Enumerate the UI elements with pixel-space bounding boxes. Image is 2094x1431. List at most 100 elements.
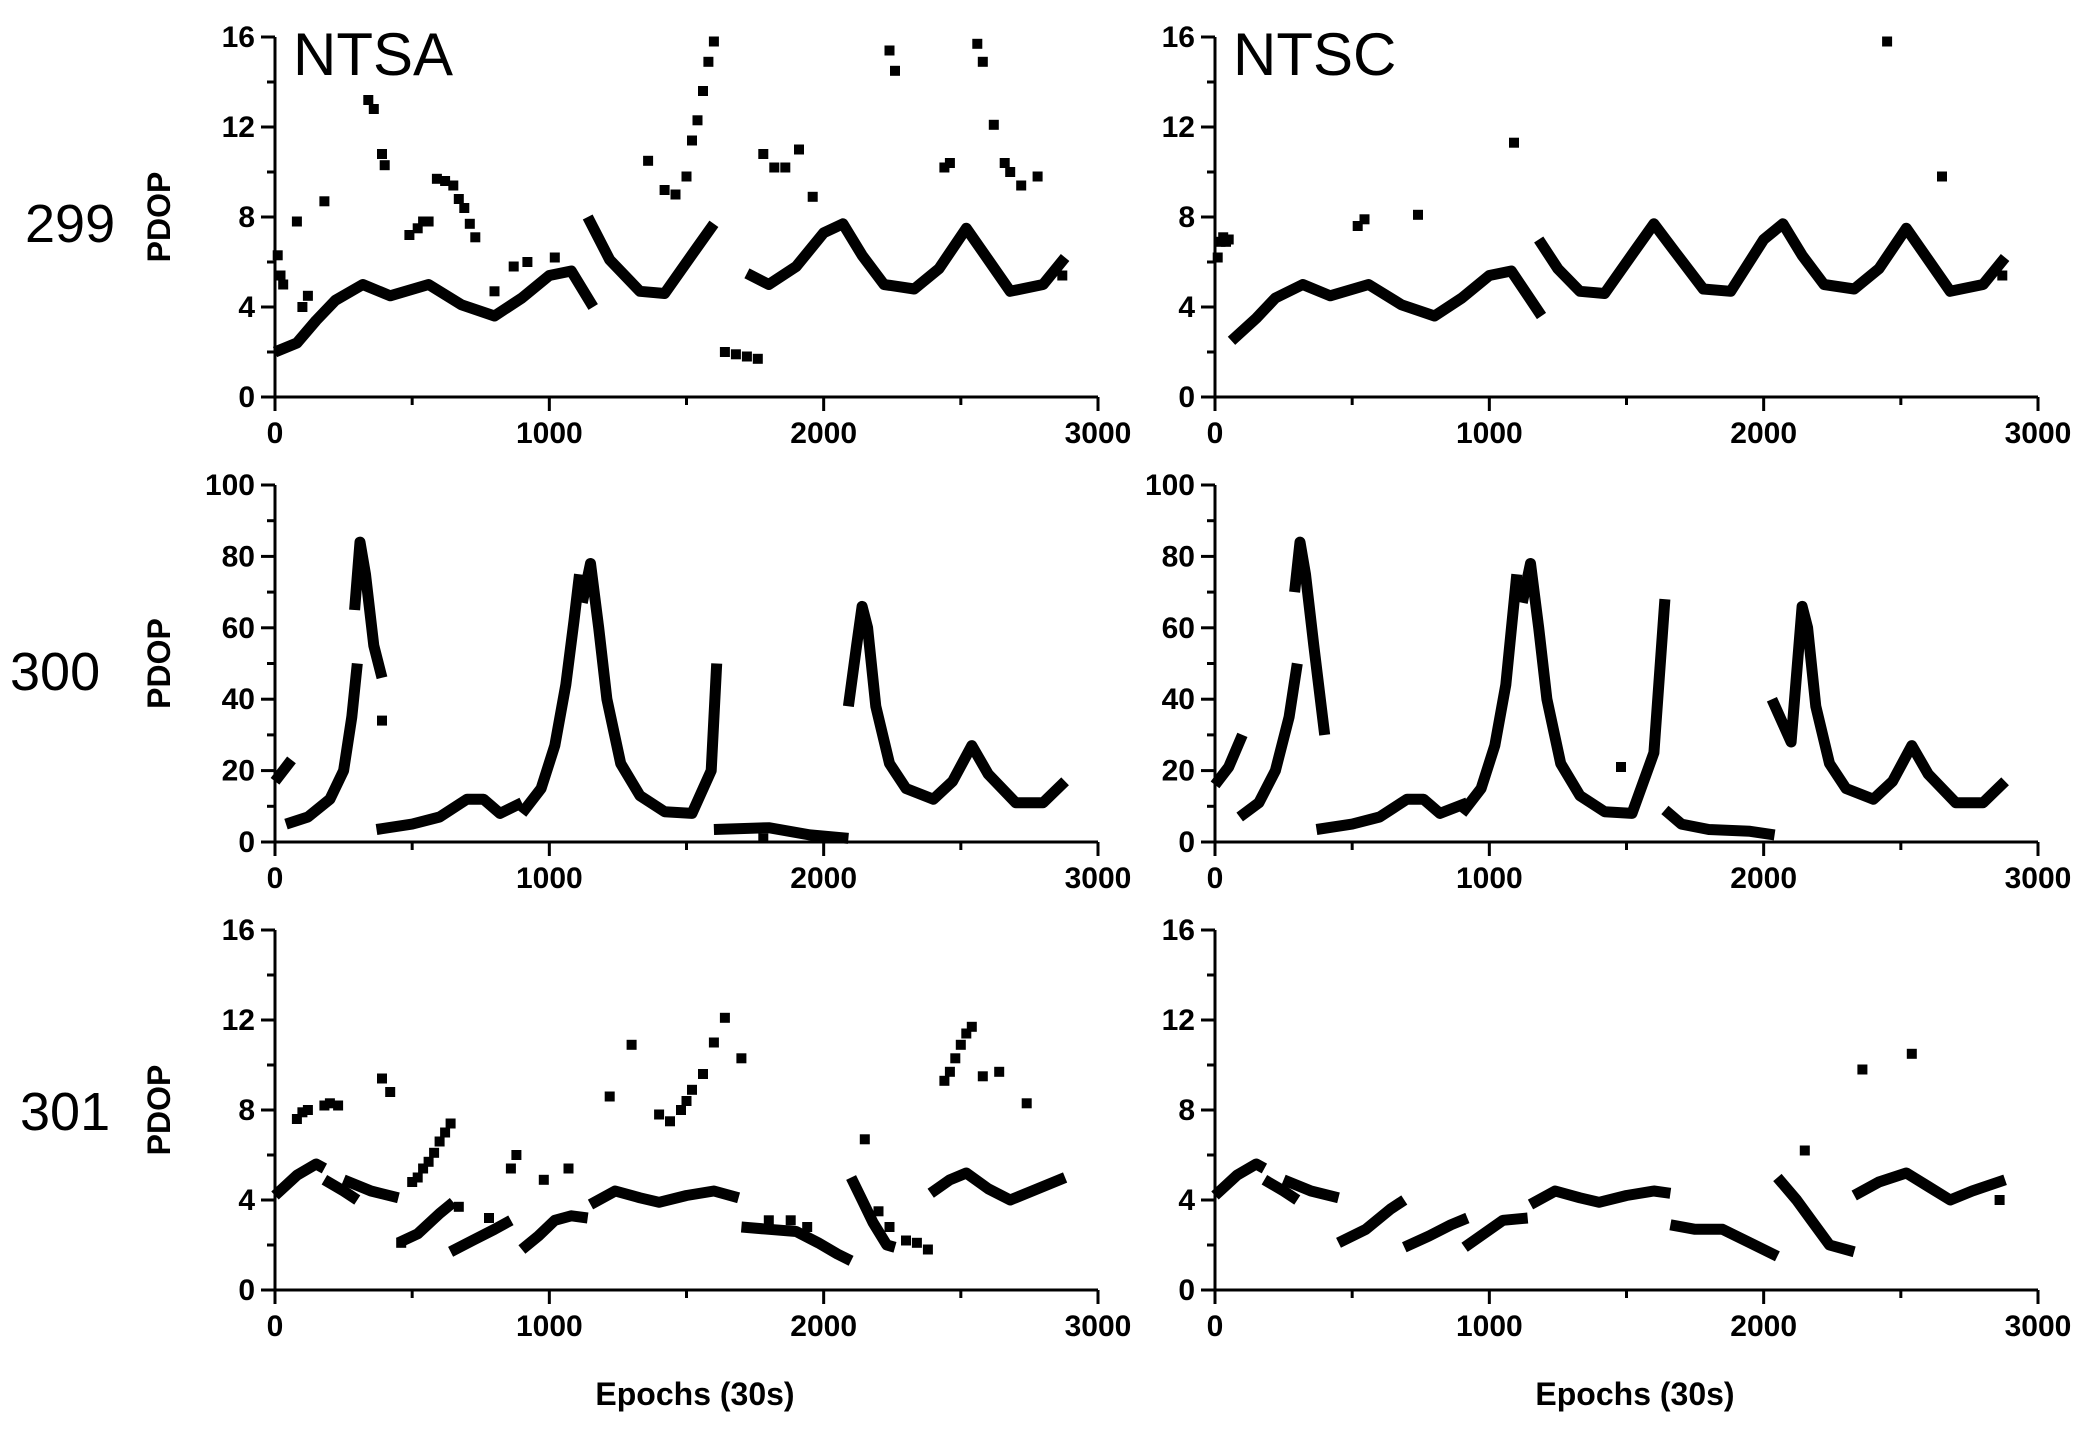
y-tick-label: 100	[205, 469, 255, 502]
y-tick-label: 0	[238, 381, 255, 414]
pdop-curve-segment	[740, 1221, 854, 1266]
pdop-point	[291, 1114, 302, 1124]
pdop-point	[698, 1069, 708, 1079]
pdop-point	[1906, 1048, 1917, 1059]
pdop-point	[431, 173, 442, 184]
y-tick-label: 16	[1162, 914, 1195, 947]
pdop-point	[440, 1127, 451, 1138]
pdop-point	[1857, 1064, 1868, 1075]
pdop-point	[730, 349, 741, 360]
plot-frame	[273, 485, 1098, 844]
pdop-point	[698, 86, 708, 96]
pdop-point	[453, 194, 464, 204]
pdop-point	[377, 715, 387, 726]
pdop-curve-segment	[1261, 1175, 1301, 1205]
pdop-curve-segment	[517, 573, 585, 817]
pdop-point	[1016, 180, 1027, 191]
pdop-point	[448, 180, 459, 191]
x-tick-label: 2000	[790, 1310, 857, 1343]
x-tick-label: 3000	[2005, 862, 2072, 895]
pdop-point	[736, 1053, 747, 1064]
pdop-curve-segment	[744, 218, 1070, 297]
x-tick-label: 2000	[790, 862, 857, 895]
pdop-point	[278, 279, 289, 290]
data-series	[1211, 1048, 2007, 1262]
pdop-point	[665, 1116, 675, 1127]
pdop-point	[988, 119, 999, 130]
pdop-point	[434, 1136, 445, 1147]
pdop-point	[687, 135, 697, 146]
pdop-point	[377, 149, 387, 159]
pdop-point	[489, 286, 500, 297]
pdop-point	[1223, 234, 1234, 245]
pdop-point	[324, 1098, 335, 1109]
x-tick-label: 0	[267, 862, 284, 895]
pdop-point	[1005, 167, 1016, 177]
pdop-point	[890, 65, 900, 76]
pdop-point	[453, 1201, 464, 1212]
x-tick-label: 0	[1207, 862, 1224, 895]
pdop-curve-segment	[1661, 805, 1776, 841]
pdop-point	[977, 1071, 988, 1082]
pdop-point	[275, 270, 286, 281]
pdop-point	[297, 302, 308, 312]
pdop-curve-segment	[375, 793, 525, 835]
x-tick-label: 1000	[1456, 862, 1523, 895]
pdop-point	[563, 1163, 574, 1174]
y-tick-label: 0	[1178, 826, 1195, 859]
pdop-curve-segment	[341, 1174, 400, 1204]
y-tick-label: 12	[1162, 1004, 1195, 1037]
panel-ntsa-301: 0 1000 2000 3000 0 4 8 12 16 PDOP Epochs (30s)	[141, 914, 1131, 1412]
pdop-point	[681, 171, 692, 182]
pdop-point	[1032, 171, 1043, 182]
station-title: NTSA	[293, 21, 453, 88]
pdop-point	[681, 1096, 692, 1106]
pdop-point	[802, 1222, 813, 1232]
pdop-point	[440, 176, 451, 186]
y-tick-label: 60	[222, 612, 255, 645]
x-tick-label: 1000	[516, 417, 583, 450]
panel-ntsc-299: 0 1000 2000 3000 0 4 8 12 16 NTSC	[1162, 21, 2072, 450]
pdop-curve-segment	[396, 1198, 457, 1248]
pdop-point	[758, 833, 769, 844]
data-series	[1212, 36, 2010, 345]
pdop-curve-segment	[582, 214, 719, 299]
pdop-point	[1212, 252, 1223, 263]
y-tick-label: 16	[222, 914, 255, 947]
pdop-point	[643, 155, 654, 166]
pdop-point	[719, 347, 730, 357]
y-axis-label: PDOP	[141, 1065, 177, 1156]
pdop-point	[418, 216, 429, 227]
pdop-point	[1509, 137, 1519, 148]
pdop-point	[785, 1215, 796, 1226]
y-tick-label: 4	[1178, 1184, 1195, 1217]
y-tick-label: 8	[1178, 1094, 1195, 1127]
pdop-curve-segment	[271, 1158, 328, 1200]
y-tick-label: 12	[222, 1004, 255, 1037]
pdop-point	[884, 1222, 895, 1232]
pdop-point	[758, 149, 769, 159]
pdop-point	[741, 351, 752, 362]
pdop-curve-segment	[842, 600, 1069, 809]
pdop-point	[1057, 270, 1068, 281]
pdop-point	[445, 1118, 456, 1129]
y-tick-label: 20	[222, 755, 255, 788]
pdop-point	[291, 216, 302, 227]
pdop-point	[1937, 171, 1947, 182]
pdop-point	[708, 1037, 719, 1048]
pdop-point	[484, 1213, 494, 1223]
pdop-point	[763, 1215, 774, 1226]
y-tick-label: 16	[222, 21, 255, 54]
station-title: NTSC	[1233, 21, 1396, 88]
pdop-point	[794, 144, 804, 155]
pdop-point	[412, 1172, 423, 1183]
pdop-point	[549, 252, 560, 263]
x-tick-label: 3000	[2005, 417, 2072, 450]
pdop-point	[911, 1237, 922, 1248]
pdop-curve-segment	[1669, 1219, 1780, 1262]
pdop-point	[302, 1105, 313, 1115]
pdop-point	[703, 56, 714, 67]
y-tick-label: 60	[1162, 612, 1195, 645]
pdop-point	[272, 250, 283, 261]
